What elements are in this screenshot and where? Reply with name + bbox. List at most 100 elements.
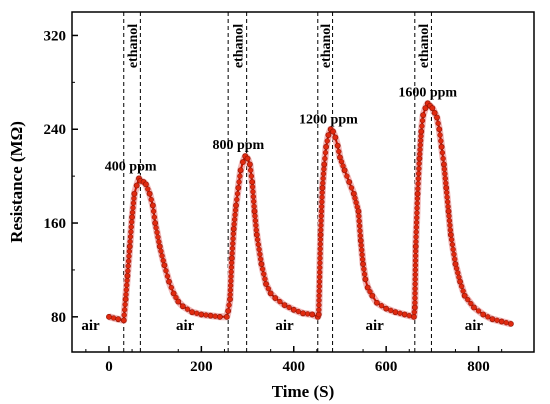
series-marker bbox=[441, 166, 448, 172]
data-point bbox=[434, 114, 440, 121]
data-point bbox=[392, 309, 399, 316]
series-marker bbox=[356, 218, 362, 224]
series-marker bbox=[418, 137, 424, 144]
series-marker bbox=[444, 194, 450, 200]
data-point bbox=[323, 143, 329, 150]
series-marker bbox=[229, 245, 236, 252]
series-marker bbox=[449, 241, 456, 248]
data-point bbox=[319, 184, 326, 191]
series-marker bbox=[450, 246, 456, 253]
series-marker bbox=[318, 213, 324, 219]
series-marker bbox=[415, 176, 422, 182]
series-marker bbox=[318, 208, 325, 214]
air-label-0: air bbox=[81, 318, 100, 334]
data-point bbox=[246, 161, 253, 168]
series-marker bbox=[416, 160, 422, 167]
series-marker bbox=[437, 132, 443, 138]
series-marker bbox=[452, 256, 458, 262]
series-marker bbox=[412, 295, 418, 301]
series-marker bbox=[156, 239, 162, 245]
series-marker bbox=[131, 195, 137, 202]
data-point bbox=[332, 134, 339, 141]
series-marker bbox=[419, 123, 425, 129]
series-marker bbox=[359, 256, 366, 263]
data-point bbox=[161, 262, 168, 269]
series-marker bbox=[412, 262, 419, 268]
series-marker bbox=[253, 227, 259, 233]
series-marker bbox=[184, 306, 191, 312]
series-marker bbox=[414, 210, 420, 216]
series-marker bbox=[324, 138, 330, 144]
data-point bbox=[253, 231, 260, 238]
series-marker bbox=[412, 290, 418, 297]
series-marker bbox=[124, 282, 130, 288]
series-marker bbox=[227, 282, 234, 289]
series-marker bbox=[261, 271, 267, 277]
data-point bbox=[235, 184, 242, 191]
data-point bbox=[189, 309, 196, 316]
data-point bbox=[249, 179, 256, 185]
data-point bbox=[179, 303, 186, 310]
data-point bbox=[325, 132, 332, 139]
series-marker bbox=[286, 304, 292, 311]
data-point bbox=[281, 302, 288, 309]
series-marker bbox=[145, 186, 151, 192]
series-marker bbox=[413, 234, 419, 240]
series-marker bbox=[318, 218, 324, 224]
data-point bbox=[131, 190, 138, 197]
series-marker bbox=[413, 239, 419, 245]
series-marker bbox=[412, 281, 418, 287]
data-point bbox=[300, 310, 306, 317]
data-point bbox=[480, 311, 487, 318]
series-marker bbox=[122, 307, 128, 313]
data-point bbox=[383, 305, 390, 312]
data-point bbox=[133, 182, 140, 189]
series-marker bbox=[415, 170, 422, 177]
concentration-label-1: 800 ppm bbox=[212, 138, 264, 153]
series-marker bbox=[412, 271, 418, 278]
series-marker bbox=[316, 274, 323, 280]
series-marker bbox=[155, 234, 161, 240]
data-point bbox=[498, 318, 505, 325]
series-marker bbox=[158, 248, 164, 254]
series-marker bbox=[319, 199, 325, 205]
series-marker bbox=[127, 238, 133, 245]
series-marker bbox=[227, 292, 233, 298]
data-point bbox=[321, 161, 328, 168]
series-marker bbox=[397, 310, 403, 316]
data-point bbox=[263, 281, 269, 287]
series-marker bbox=[414, 195, 421, 202]
series-marker bbox=[468, 300, 474, 307]
series-marker bbox=[465, 296, 471, 303]
series-marker bbox=[164, 273, 171, 279]
data-point bbox=[355, 208, 362, 215]
series-marker bbox=[130, 205, 136, 211]
data-point bbox=[122, 296, 129, 303]
data-point bbox=[223, 313, 230, 320]
series-marker bbox=[232, 207, 239, 213]
series-marker bbox=[446, 213, 452, 219]
series-marker bbox=[316, 283, 323, 289]
series-marker bbox=[125, 268, 131, 274]
ethanol-label-2: ethanol bbox=[319, 24, 334, 68]
x-tick-label-3: 600 bbox=[375, 359, 398, 375]
series-marker bbox=[250, 194, 256, 200]
series-marker bbox=[411, 309, 417, 315]
series-marker bbox=[415, 181, 421, 187]
series-marker bbox=[230, 240, 236, 247]
series-marker bbox=[128, 229, 134, 235]
data-point bbox=[309, 311, 316, 318]
series-marker bbox=[320, 175, 326, 182]
x-tick-label-2: 400 bbox=[283, 359, 306, 375]
data-point bbox=[272, 295, 279, 301]
series-marker bbox=[336, 148, 342, 155]
series-marker bbox=[317, 250, 323, 257]
data-point bbox=[225, 308, 232, 314]
series-marker bbox=[440, 155, 446, 162]
series-marker bbox=[435, 120, 441, 127]
series-marker bbox=[277, 298, 283, 305]
series-marker bbox=[154, 229, 160, 236]
series-marker bbox=[232, 212, 238, 218]
data-point bbox=[175, 298, 182, 305]
